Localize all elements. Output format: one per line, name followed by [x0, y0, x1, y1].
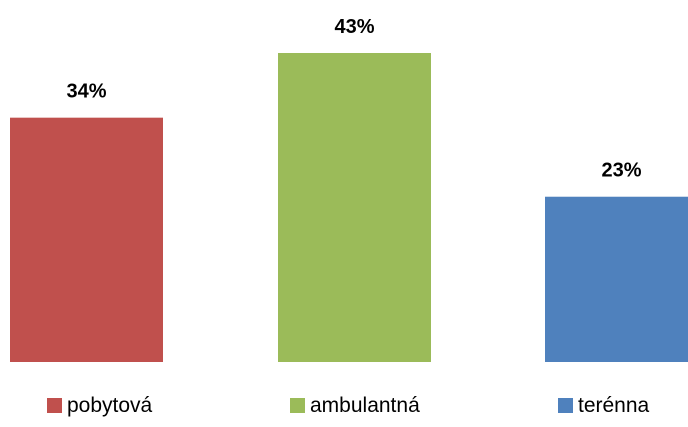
legend: pobytová ambulantná terénna — [47, 394, 650, 417]
bar-3 — [545, 196, 688, 362]
legend-swatch-1 — [47, 398, 62, 413]
legend-item-1: pobytová — [47, 394, 153, 417]
legend-item-3: terénna — [558, 394, 650, 417]
data-labels-group: 34% 43% 23% — [66, 16, 641, 182]
legend-swatch-2 — [290, 398, 305, 413]
bar-1 — [10, 117, 163, 363]
legend-label-3: terénna — [578, 394, 650, 417]
data-label-2: 43% — [334, 16, 374, 38]
legend-item-2: ambulantná — [290, 394, 420, 417]
data-label-3: 23% — [601, 160, 641, 182]
bar-2 — [278, 53, 431, 362]
bars-group — [10, 53, 688, 363]
legend-label-2: ambulantná — [310, 394, 420, 417]
legend-label-1: pobytová — [67, 394, 153, 417]
legend-swatch-3 — [558, 398, 573, 413]
data-label-1: 34% — [66, 81, 106, 103]
